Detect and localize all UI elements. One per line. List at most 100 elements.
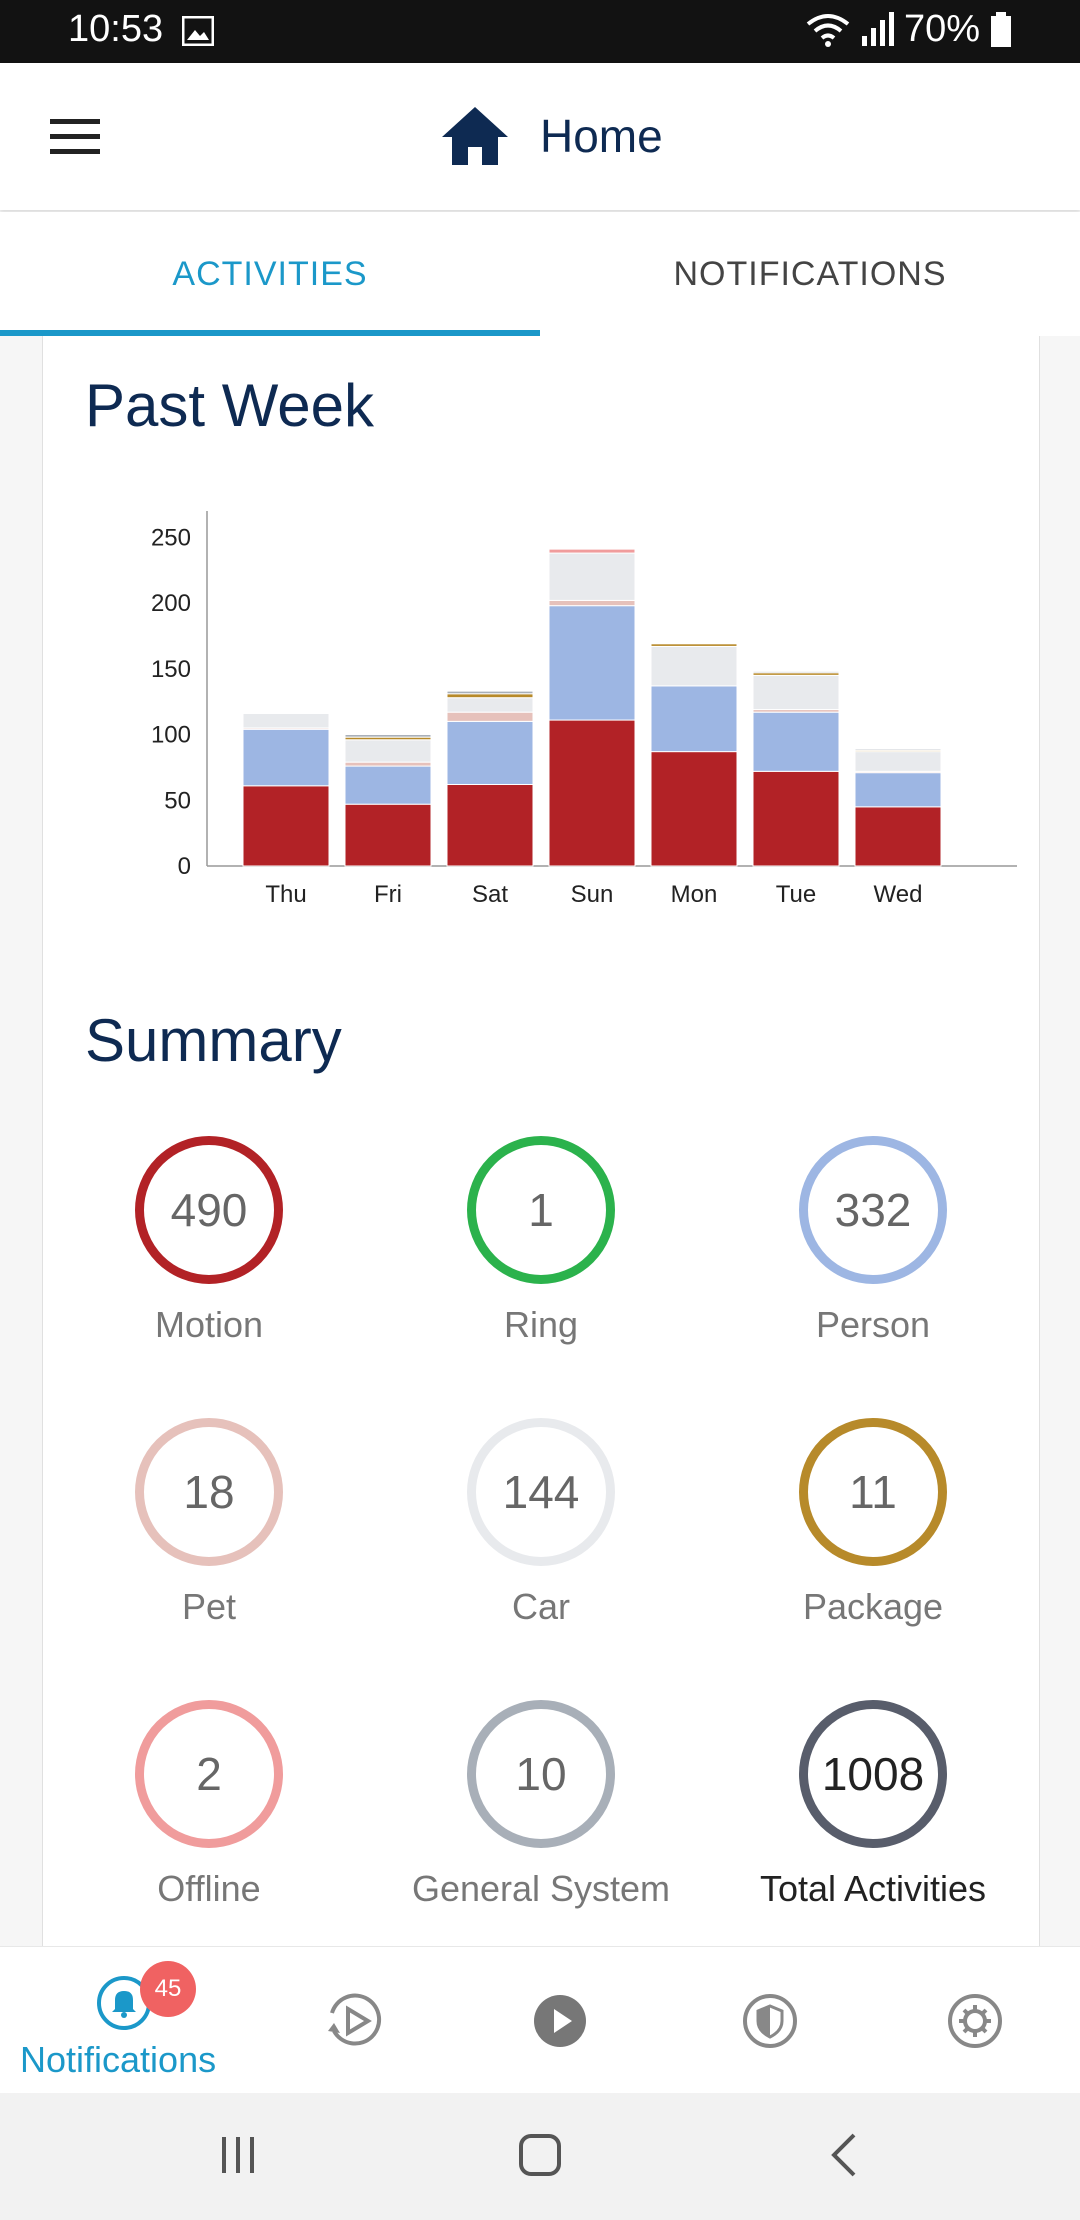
total-activities-label: Total Activities xyxy=(759,1868,987,1909)
x-tick-label: Sat xyxy=(472,881,508,908)
bar-tue-person xyxy=(752,711,840,772)
bar-sun-motion xyxy=(548,719,636,867)
y-tick-label: 50 xyxy=(164,787,191,814)
bar-mon-person xyxy=(650,685,738,753)
bar-wed-motion xyxy=(854,806,942,867)
nav-settings[interactable] xyxy=(935,1947,1035,2094)
bar-mon-package xyxy=(650,643,738,647)
summary-motion: 490 Motion xyxy=(43,1136,375,1346)
total-activities-ring: 1008 xyxy=(799,1700,947,1848)
summary-title: Summary xyxy=(85,1007,342,1074)
x-tick-label: Tue xyxy=(776,881,816,908)
bar-sun-offline xyxy=(548,548,636,554)
bar-wed-general-system xyxy=(854,748,942,751)
menu-icon[interactable] xyxy=(50,119,100,155)
bar-sat-motion xyxy=(446,783,534,867)
person-ring: 332 xyxy=(799,1136,947,1284)
x-tick-label: Fri xyxy=(374,881,402,908)
play-icon xyxy=(534,1995,586,2047)
bar-fri-motion xyxy=(344,803,432,867)
status-time: 10:53 xyxy=(68,8,164,50)
tab-bar: ACTIVITIES NOTIFICATIONS xyxy=(0,212,1080,336)
summary-general-system: 10 General System xyxy=(375,1700,707,1910)
past-week-title: Past Week xyxy=(85,372,375,439)
y-tick-label: 250 xyxy=(151,524,191,551)
pet-label: Pet xyxy=(181,1586,237,1627)
bar-wed-person xyxy=(854,772,942,808)
motion-ring: 490 xyxy=(135,1136,283,1284)
image-icon xyxy=(182,16,214,46)
summary-total-activities: 1008 Total Activities xyxy=(707,1700,1039,1910)
gear-icon xyxy=(948,1994,1002,2048)
bar-sat-package xyxy=(446,693,534,699)
bar-fri-general-system xyxy=(344,734,432,738)
x-tick-label: Wed xyxy=(874,881,923,908)
bar-mon-motion xyxy=(650,751,738,867)
back-icon[interactable] xyxy=(826,2133,860,2177)
nav-live[interactable] xyxy=(520,1947,620,2094)
bar-sun-person xyxy=(548,605,636,721)
recents-icon[interactable] xyxy=(218,2135,258,2175)
home-icon xyxy=(442,107,508,165)
battery-percent: 70% xyxy=(903,8,980,50)
replay-icon xyxy=(328,1993,382,2046)
y-tick-label: 0 xyxy=(178,853,191,880)
signal-icon xyxy=(861,11,894,46)
y-tick-label: 100 xyxy=(151,722,191,749)
bar-mon-car xyxy=(650,645,738,687)
bar-sun-pet xyxy=(548,599,636,607)
bar-fri-pet xyxy=(344,761,432,767)
bar-thu-motion xyxy=(242,785,330,867)
ring-ring: 1 xyxy=(467,1136,615,1284)
battery-icon xyxy=(991,11,1011,47)
bar-thu-person xyxy=(242,728,330,787)
tab-activities[interactable]: ACTIVITIES xyxy=(172,254,368,293)
bar-thu-car xyxy=(242,712,330,729)
summary-person: 332 Person xyxy=(707,1136,1039,1346)
car-ring: 144 xyxy=(467,1418,615,1566)
bar-sat-person xyxy=(446,720,534,785)
shield-icon xyxy=(743,1994,797,2048)
person-label: Person xyxy=(815,1304,931,1345)
page-title: Home xyxy=(540,110,663,162)
pet-ring: 18 xyxy=(135,1418,283,1566)
tab-indicator xyxy=(0,330,540,336)
nav-security[interactable] xyxy=(730,1947,830,2094)
status-right: 70% xyxy=(806,8,1012,51)
bar-sun-car xyxy=(548,552,636,601)
ring-label: Ring xyxy=(503,1304,579,1345)
bar-fri-car xyxy=(344,739,432,763)
x-tick-label: Thu xyxy=(265,881,306,908)
motion-label: Motion xyxy=(154,1304,264,1345)
bar-wed-car xyxy=(854,751,942,772)
notification-badge: 45 xyxy=(140,1961,196,2017)
x-tick-label: Sun xyxy=(571,881,614,908)
bar-fri-person xyxy=(344,765,432,805)
bar-tue-car xyxy=(752,674,840,711)
bar-tue-general-system xyxy=(752,670,840,674)
summary-car: 144 Car xyxy=(375,1418,707,1628)
past-week-chart: 0 50 100 150 200 250 Thu Fri Sat Sun Mon Tue Wed xyxy=(151,511,1017,908)
nav-notifications[interactable]: 45 Notifications xyxy=(0,1947,250,2094)
nav-notifications-label: Notifications xyxy=(20,2039,217,2080)
general-system-label: General System xyxy=(411,1868,671,1909)
activities-card: Past Week 0 50 100 150 200 250 Thu Fri Sat Sun Mon… xyxy=(42,336,1040,1946)
package-label: Package xyxy=(802,1586,944,1627)
app-bar: Home xyxy=(0,63,1080,210)
y-tick-label: 150 xyxy=(151,656,191,683)
bar-sat-pet xyxy=(446,711,534,722)
package-ring: 11 xyxy=(799,1418,947,1566)
y-tick-label: 200 xyxy=(151,590,191,617)
offline-label: Offline xyxy=(157,1868,261,1909)
bar-tue-motion xyxy=(752,770,840,867)
summary-package: 11 Package xyxy=(707,1418,1039,1628)
car-label: Car xyxy=(511,1586,570,1627)
bar-sat-car xyxy=(446,697,534,713)
home-button-icon[interactable] xyxy=(518,2133,562,2177)
summary-pet: 18 Pet xyxy=(43,1418,375,1628)
general-system-ring: 10 xyxy=(467,1700,615,1848)
offline-ring: 2 xyxy=(135,1700,283,1848)
nav-playback[interactable] xyxy=(310,1947,410,2094)
tab-notifications[interactable]: NOTIFICATIONS xyxy=(673,254,947,293)
wifi-icon xyxy=(806,13,850,47)
